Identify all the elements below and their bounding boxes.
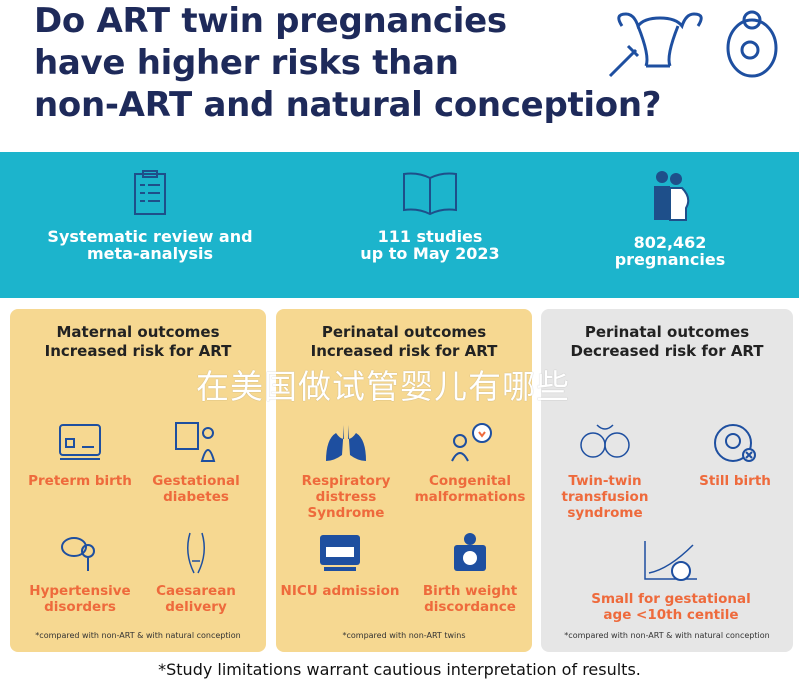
outcome-still-birth: Still birth: [677, 421, 793, 489]
study-summary-band: Systematic review and meta-analysis 111 …: [0, 152, 799, 298]
panel-heading: Perinatal outcomes Decreased risk for ART: [541, 323, 793, 361]
lungs-icon: [326, 425, 366, 461]
heading-line: Decreased risk for ART: [570, 342, 764, 360]
pregnant-couple-icon: [654, 171, 690, 221]
outcome-label: Small for gestational: [591, 591, 751, 607]
open-book-icon: [403, 172, 457, 216]
panel-heading: Perinatal outcomes Increased risk for ART: [276, 323, 532, 361]
heading-line: Increased risk for ART: [310, 342, 498, 360]
blood-pressure-icon: [61, 537, 95, 571]
outcome-label: age <10th centile: [603, 607, 739, 623]
panel-perinatal-increased: Perinatal outcomes Increased risk for ART…: [276, 309, 532, 652]
uterus-syringe-baby-icon: [608, 10, 778, 78]
outcome-preterm-birth: Preterm birth: [16, 421, 144, 489]
title-line: non-ART and natural conception?: [34, 85, 662, 125]
growth-chart-icon: [644, 541, 697, 581]
title-line: Do ART twin pregnancies: [34, 1, 507, 41]
stat-label: pregnancies: [614, 250, 726, 269]
baby-scale-icon: [454, 533, 486, 571]
watermark-text: 在美国做试管婴儿有哪些: [196, 367, 570, 406]
outcome-label: Respiratory distress: [301, 473, 391, 505]
title-line: have higher risks than: [34, 43, 459, 83]
stat-pregnancies: 802,462 pregnancies: [540, 152, 799, 268]
outcome-label: NICU admission: [280, 583, 400, 599]
outcome-small-for-gestational-age: Small for gestational age <10th centile: [581, 539, 761, 623]
outcome-label: Twin-twin: [568, 473, 642, 489]
footer-disclaimer: *Study limitations warrant cautious inte…: [158, 660, 641, 679]
outcome-birth-weight-discordance: Birth weight discordance: [406, 531, 534, 615]
panel-maternal-increased: Maternal outcomes Increased risk for ART …: [10, 309, 266, 652]
stat-label: up to May 2023: [360, 244, 500, 263]
comparison-note: *compared with non-ART twins: [342, 631, 466, 640]
outcome-label: Preterm birth: [28, 473, 132, 489]
outcome-nicu-admission: NICU admission: [276, 531, 404, 599]
outcome-label: delivery: [165, 599, 227, 615]
outcome-label: Hypertensive: [29, 583, 131, 599]
panel-heading: Maternal outcomes Increased risk for ART: [10, 323, 266, 361]
heading-line: Perinatal outcomes: [321, 323, 487, 341]
comparison-note: *compared with non-ART & with natural co…: [35, 631, 241, 640]
panel-perinatal-decreased: Perinatal outcomes Decreased risk for ART…: [541, 309, 793, 652]
stat-studies: 111 studies up to May 2023: [300, 152, 560, 262]
outcome-twin-twin-transfusion: Twin-twin transfusion syndrome: [541, 421, 669, 521]
heading-line: Perinatal outcomes: [584, 323, 750, 341]
stat-label: 802,462: [633, 233, 707, 252]
outcome-label: discordance: [424, 599, 516, 615]
outcome-label: Syndrome: [307, 505, 385, 521]
comparison-note: *compared with non-ART & with natural co…: [564, 631, 770, 640]
outcome-label: Gestational: [152, 473, 240, 489]
heading-line: Maternal outcomes: [56, 323, 220, 341]
outcome-congenital-malformations: Congenital malformations: [406, 421, 534, 505]
outcome-label: disorders: [44, 599, 116, 615]
stat-label: meta-analysis: [86, 244, 214, 263]
outcome-label: malformations: [414, 489, 526, 505]
glucose-meter-icon: [175, 422, 216, 462]
outcome-label: Still birth: [699, 473, 771, 489]
baby-heart-icon: [451, 423, 492, 462]
outcome-label: syndrome: [567, 505, 643, 521]
outcome-label: Birth weight: [422, 583, 518, 599]
stat-label: Systematic review and: [47, 227, 253, 246]
nicu-incubator-icon: [320, 535, 360, 571]
outcome-respiratory-distress: Respiratory distress Syndrome: [274, 421, 418, 521]
stat-label: 111 studies: [377, 227, 483, 246]
outcome-label: diabetes: [163, 489, 229, 505]
incubator-icon: [59, 424, 101, 460]
outcome-label: Caesarean: [156, 583, 236, 599]
outcome-caesarean-delivery: Caesarean delivery: [132, 531, 260, 615]
outcome-gestational-diabetes: Gestational diabetes: [132, 421, 260, 505]
fetus-cross-icon: [714, 424, 756, 462]
clipboard-checklist-icon: [134, 170, 166, 215]
page-title: Do ART twin pregnancies have higher risk…: [34, 0, 661, 126]
abdomen-incision-icon: [187, 532, 205, 574]
twin-fetuses-icon: [580, 424, 630, 458]
outcome-label: transfusion: [561, 489, 649, 505]
outcome-hypertensive-disorders: Hypertensive disorders: [16, 531, 144, 615]
heading-line: Increased risk for ART: [44, 342, 232, 360]
stat-review: Systematic review and meta-analysis: [20, 152, 280, 262]
outcome-label: Congenital: [428, 473, 512, 489]
